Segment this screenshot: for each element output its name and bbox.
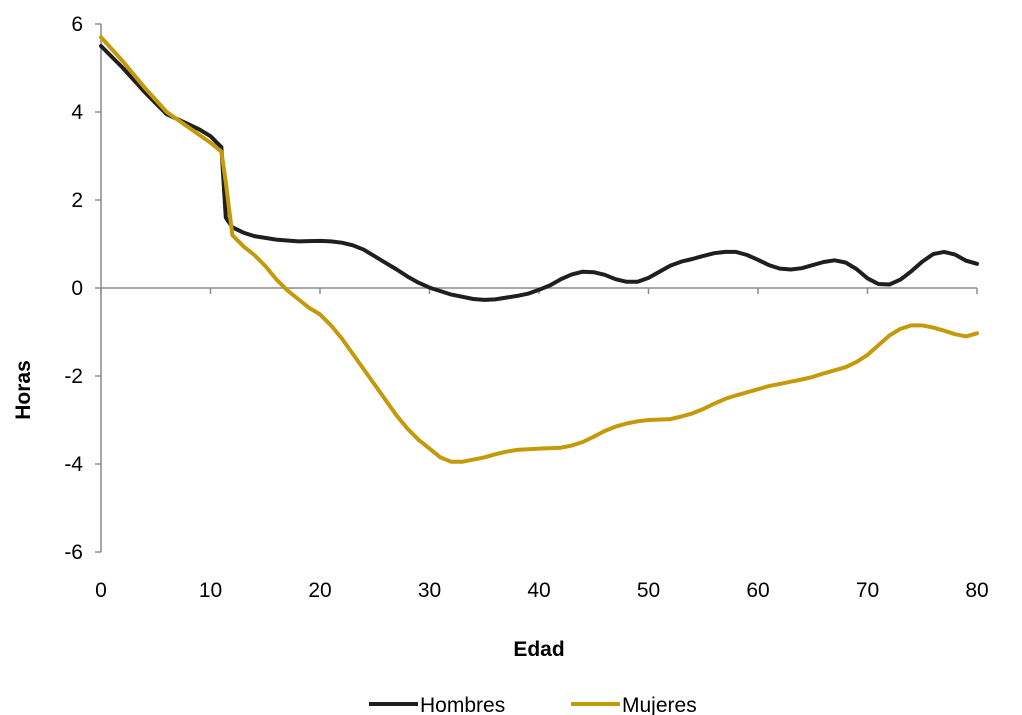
series-lines <box>99 35 979 464</box>
x-tick-label: 50 <box>637 579 660 602</box>
x-axis-title: Edad <box>513 638 564 661</box>
x-tick-label: 60 <box>746 579 769 602</box>
y-tick-label: 6 <box>71 13 83 36</box>
x-tick-label: 70 <box>856 579 879 602</box>
x-tick-label: 20 <box>308 579 331 602</box>
x-tick-label: 80 <box>965 579 988 602</box>
x-tick-label: 0 <box>95 579 107 602</box>
x-tick-label: 40 <box>527 579 550 602</box>
y-axis-title: Horas <box>12 360 35 420</box>
y-tick-label: 0 <box>71 277 83 300</box>
y-tick-label: 4 <box>71 101 83 124</box>
y-tick-label: -6 <box>64 541 83 564</box>
y-tick-label: -4 <box>64 453 83 476</box>
legend-label-hombres: Hombres <box>420 694 505 715</box>
y-tick-label: -2 <box>64 365 83 388</box>
y-tick-label: 2 <box>71 189 83 212</box>
series-line-mujeres <box>99 35 979 464</box>
legend: Hombres Mujeres <box>369 694 697 715</box>
legend-label-mujeres: Mujeres <box>622 694 697 715</box>
x-tick-label: 10 <box>199 579 222 602</box>
x-tick-label: 30 <box>418 579 441 602</box>
series-line-hombres <box>99 44 979 302</box>
